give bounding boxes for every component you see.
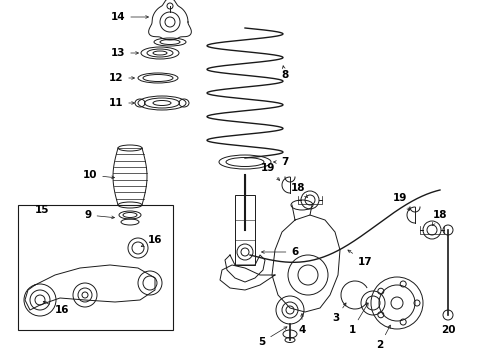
Text: 18: 18: [432, 210, 447, 225]
Text: 16: 16: [141, 235, 162, 247]
Text: 11: 11: [109, 98, 134, 108]
Text: 4: 4: [298, 314, 306, 335]
Text: 12: 12: [109, 73, 134, 83]
Text: 14: 14: [111, 12, 148, 22]
Text: 2: 2: [376, 325, 391, 350]
Text: 13: 13: [111, 48, 139, 58]
Ellipse shape: [153, 51, 167, 55]
Text: 18: 18: [291, 183, 308, 198]
Text: 19: 19: [261, 163, 280, 180]
Text: 1: 1: [348, 303, 368, 335]
Text: 16: 16: [43, 301, 69, 315]
Bar: [235, 195, 255, 265]
Text: 20: 20: [441, 325, 455, 335]
Text: 5: 5: [258, 327, 287, 347]
Bar: [18, 205, 173, 330]
Text: 9: 9: [84, 210, 115, 220]
Text: 10: 10: [83, 170, 115, 180]
Text: 19: 19: [393, 193, 410, 210]
Text: 6: 6: [262, 247, 298, 257]
Text: 8: 8: [281, 66, 289, 80]
Text: 15: 15: [35, 205, 49, 215]
Text: 3: 3: [332, 303, 346, 323]
Text: 17: 17: [348, 250, 372, 267]
Text: 7: 7: [273, 157, 289, 167]
